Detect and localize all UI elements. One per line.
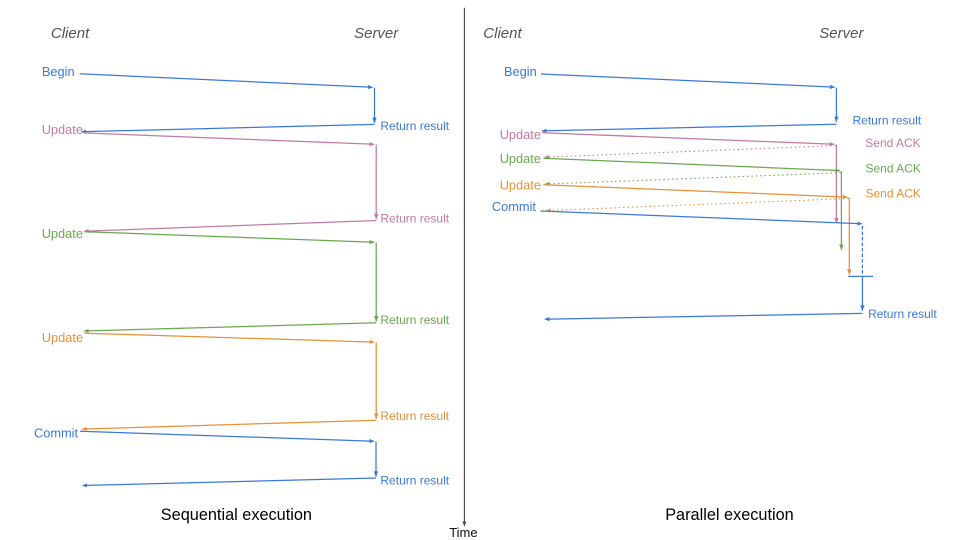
svg-text:Update: Update	[500, 127, 541, 142]
svg-text:Send ACK: Send ACK	[865, 136, 920, 150]
svg-text:Return result: Return result	[380, 119, 449, 133]
svg-text:Return result: Return result	[380, 313, 449, 327]
svg-text:Update: Update	[42, 330, 83, 345]
svg-text:Update: Update	[42, 122, 83, 137]
svg-text:Return result: Return result	[380, 211, 449, 225]
svg-text:Begin: Begin	[42, 64, 75, 79]
svg-text:Begin: Begin	[504, 64, 537, 79]
svg-text:Return result: Return result	[853, 113, 922, 127]
svg-text:Update: Update	[42, 226, 83, 241]
svg-text:Send ACK: Send ACK	[866, 162, 921, 176]
svg-text:Send ACK: Send ACK	[866, 187, 921, 201]
svg-text:Return result: Return result	[380, 409, 449, 423]
svg-text:Return result: Return result	[868, 307, 937, 321]
svg-text:Update: Update	[500, 177, 541, 192]
svg-text:Update: Update	[500, 151, 541, 166]
svg-text:Sequential execution: Sequential execution	[161, 506, 312, 524]
svg-text:Client: Client	[51, 25, 90, 42]
svg-text:Commit: Commit	[34, 426, 79, 441]
svg-text:Return result: Return result	[380, 473, 449, 487]
svg-text:Time: Time	[449, 525, 477, 540]
svg-text:Server: Server	[354, 25, 399, 42]
svg-text:Commit: Commit	[492, 199, 537, 214]
svg-text:Server: Server	[819, 25, 864, 42]
svg-text:Parallel execution: Parallel execution	[665, 506, 794, 524]
svg-text:Client: Client	[483, 25, 522, 42]
